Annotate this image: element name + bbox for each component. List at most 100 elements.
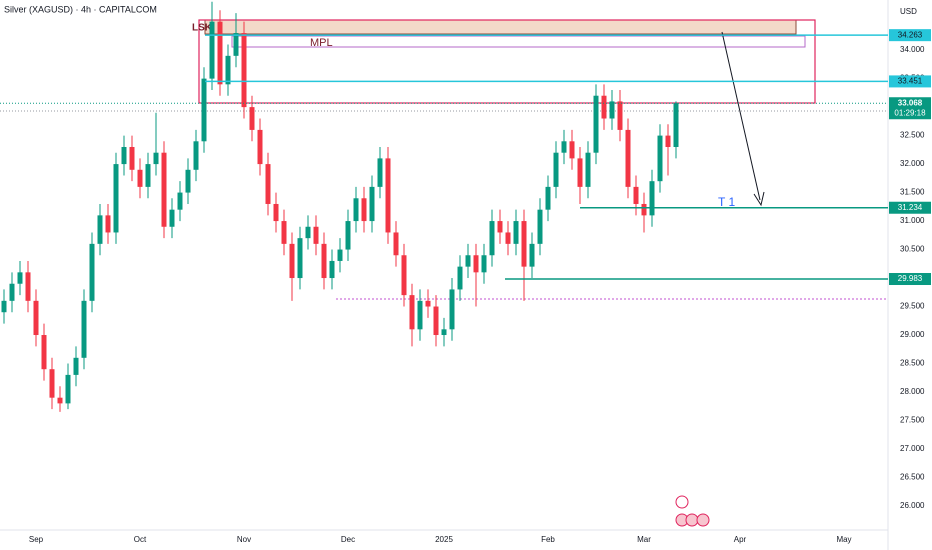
y-tick-label: 32.000	[900, 159, 925, 168]
candle-body	[265, 164, 271, 204]
y-tick-label: 29.500	[900, 302, 925, 311]
candle-body	[545, 186, 551, 210]
candle-body	[569, 141, 575, 159]
event-icon[interactable]	[696, 513, 710, 527]
candle-body	[89, 243, 95, 301]
x-tick-label: Oct	[134, 535, 147, 544]
y-tick-label: 31.000	[900, 216, 925, 225]
candle-body	[385, 158, 391, 233]
price-level-tag	[889, 29, 931, 42]
candle-body	[505, 232, 511, 244]
candle-body	[441, 329, 447, 336]
candle-body	[617, 101, 623, 130]
countdown-label: 01:29:18	[894, 108, 926, 117]
candle-body	[425, 300, 431, 307]
candle-body	[201, 78, 207, 142]
candle-body	[73, 357, 79, 375]
y-tick-label: 26.500	[900, 473, 925, 482]
candle-body	[537, 209, 543, 244]
candle-body	[489, 221, 495, 256]
candle-body	[313, 226, 319, 244]
candle-body	[305, 226, 311, 239]
candle-body	[161, 152, 167, 227]
candle-body	[361, 198, 367, 222]
candle-body	[561, 141, 567, 153]
candle-body	[57, 397, 63, 404]
candle-body	[185, 169, 191, 193]
candle-body	[673, 103, 679, 147]
candle-body	[633, 186, 639, 204]
candle-body	[233, 33, 239, 56]
lsk-label: LSK	[192, 23, 213, 34]
candle-body	[625, 129, 631, 187]
price-level-label: 33.451	[898, 77, 923, 86]
supply-zone	[204, 19, 797, 35]
candle-body	[345, 221, 351, 250]
candle-body	[601, 95, 607, 119]
event-icon[interactable]	[675, 495, 689, 509]
event-icon[interactable]	[685, 513, 699, 527]
chart-title: Silver (XAGUSD) · 4h · CAPITALCOM	[4, 4, 157, 14]
candle-body	[225, 55, 231, 85]
candle-body	[97, 215, 103, 244]
candle-body	[393, 232, 399, 256]
candle-body	[121, 146, 127, 165]
y-tick-label: 31.500	[900, 188, 925, 197]
y-tick-label: 26.000	[900, 501, 925, 510]
candle-body	[321, 243, 327, 279]
candle-body	[657, 135, 663, 182]
candle-body	[521, 221, 527, 267]
price-level-tag	[889, 273, 931, 286]
y-tick-label: 27.000	[900, 444, 925, 453]
y-tick-label: 28.500	[900, 359, 925, 368]
candle-body	[129, 146, 135, 170]
candle-body	[609, 101, 615, 119]
candle-body	[377, 158, 383, 187]
candle-body	[585, 152, 591, 187]
price-level-label: 31.234	[898, 203, 923, 212]
candle-body	[473, 255, 479, 273]
candle-body	[649, 181, 655, 216]
candle-body	[33, 300, 39, 336]
x-tick-label: Apr	[734, 535, 747, 544]
candle-body	[273, 203, 279, 222]
candle-body	[433, 306, 439, 336]
x-tick-label: 2025	[435, 535, 453, 544]
candle-body	[529, 243, 535, 267]
candle-body	[137, 169, 143, 187]
candle-body	[241, 33, 247, 108]
price-level-label: 34.263	[898, 30, 923, 39]
target-label: T 1	[718, 195, 735, 209]
candle-body	[145, 164, 151, 187]
candle-body	[81, 300, 87, 358]
candle-body	[577, 158, 583, 187]
x-tick-label: Feb	[541, 535, 555, 544]
candle-body	[177, 192, 183, 210]
candle-body	[401, 255, 407, 296]
price-level-label: 29.983	[898, 274, 923, 283]
price-level-tag	[889, 201, 931, 214]
candle-body	[665, 135, 671, 147]
mpl-zone	[231, 35, 806, 48]
candle-body	[249, 107, 255, 130]
price-level-tag	[889, 75, 931, 88]
candle-body	[369, 186, 375, 222]
candle-body	[465, 255, 471, 267]
candle-body	[553, 152, 559, 187]
candle-body	[193, 141, 199, 170]
candle-body	[337, 249, 343, 261]
candle-body	[169, 209, 175, 227]
projection-arrow	[721, 31, 761, 201]
candle-body	[481, 255, 487, 273]
y-tick-label: 30.500	[900, 245, 925, 254]
candle-body	[449, 289, 455, 330]
y-tick-label: 32.500	[900, 131, 925, 140]
candle-body	[217, 21, 223, 85]
y-tick-label: 34.000	[900, 45, 925, 54]
arrow-head	[753, 191, 765, 207]
candle-body	[281, 221, 287, 244]
candle-body	[289, 243, 295, 279]
candle-body	[105, 215, 111, 233]
candle-body	[49, 369, 55, 398]
